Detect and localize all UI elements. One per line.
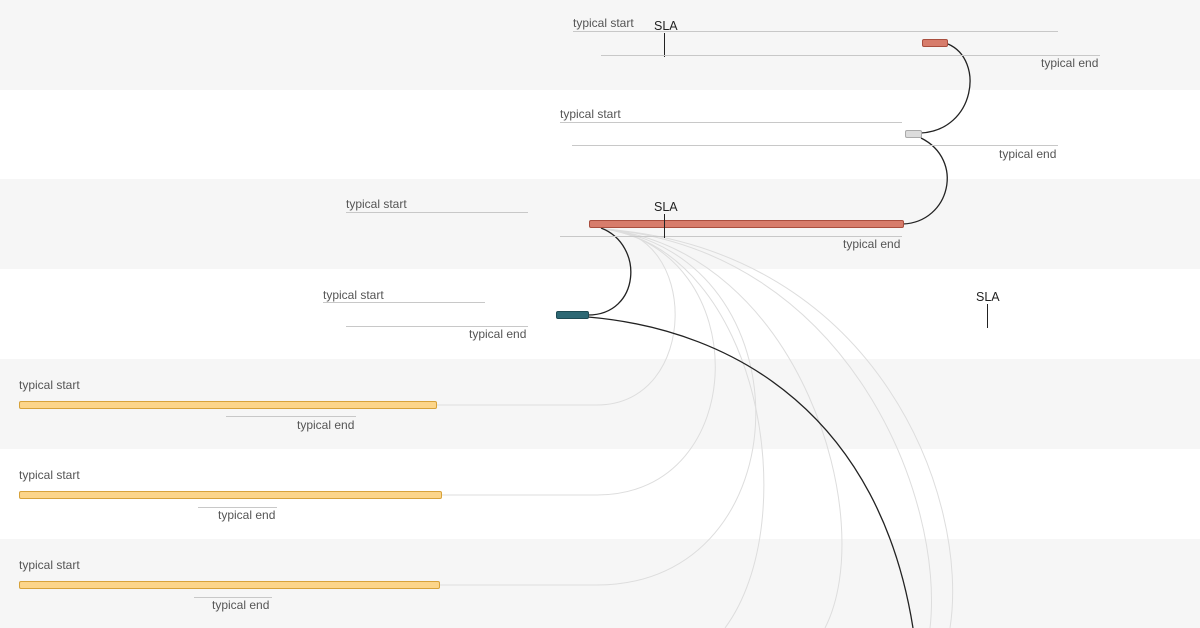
typical-start-label: typical start <box>346 197 407 211</box>
task-row-1 <box>0 0 1200 90</box>
task-bar-critical[interactable] <box>589 220 904 228</box>
sla-marker <box>987 304 988 328</box>
typical-end-line <box>560 236 902 237</box>
typical-start-label: typical start <box>560 107 621 121</box>
typical-start-label: typical start <box>573 16 634 30</box>
typical-start-line <box>560 122 902 123</box>
typical-end-line <box>346 326 528 327</box>
typical-start-label: typical start <box>19 558 80 572</box>
task-bar-upstream[interactable] <box>19 581 440 589</box>
typical-end-line <box>226 416 356 417</box>
typical-end-label: typical end <box>297 418 355 432</box>
typical-start-label: typical start <box>19 468 80 482</box>
sla-label: SLA <box>654 19 678 33</box>
typical-end-label: typical end <box>469 327 527 341</box>
task-row-4 <box>0 269 1200 359</box>
task-bar-critical[interactable] <box>922 39 948 47</box>
sla-marker <box>664 214 665 238</box>
task-bar-upstream[interactable] <box>19 401 437 409</box>
typical-start-line <box>573 31 1058 32</box>
typical-end-line <box>194 597 272 598</box>
sla-label: SLA <box>976 290 1000 304</box>
sla-marker <box>664 33 665 57</box>
typical-end-label: typical end <box>218 508 276 522</box>
typical-end-label: typical end <box>212 598 270 612</box>
typical-end-label: typical end <box>999 147 1057 161</box>
task-bar-upstream[interactable] <box>19 491 442 499</box>
task-bar-running[interactable] <box>556 311 589 319</box>
typical-start-line <box>323 302 485 303</box>
typical-start-label: typical start <box>19 378 80 392</box>
typical-end-line <box>572 145 1058 146</box>
task-row-2 <box>0 90 1200 180</box>
typical-end-label: typical end <box>1041 56 1099 70</box>
typical-end-line <box>601 55 1100 56</box>
task-bar-pending[interactable] <box>905 130 922 138</box>
sla-label: SLA <box>654 200 678 214</box>
typical-end-label: typical end <box>843 237 901 251</box>
typical-end-line <box>198 507 277 508</box>
typical-start-label: typical start <box>323 288 384 302</box>
typical-start-line <box>346 212 528 213</box>
